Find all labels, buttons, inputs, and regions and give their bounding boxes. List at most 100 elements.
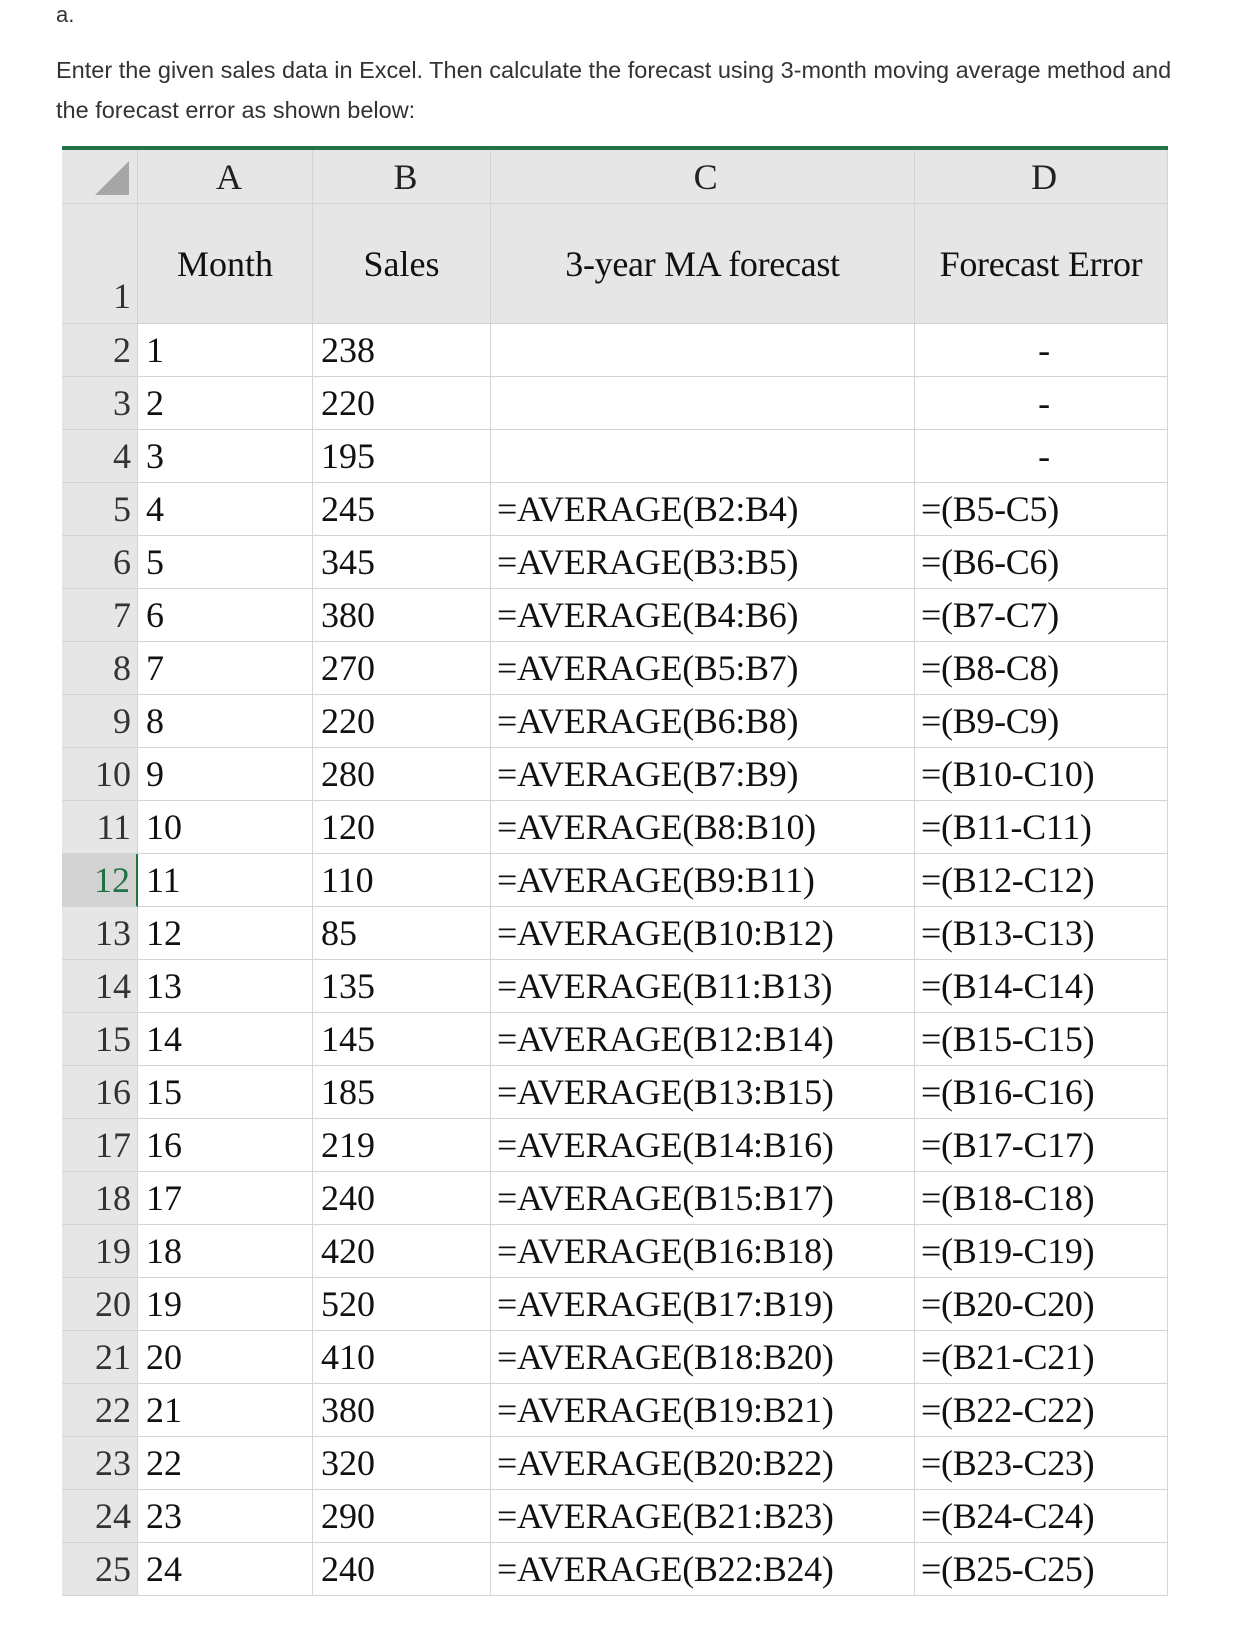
forecast-cell[interactable]: =AVERAGE(B17:B19)	[491, 1278, 915, 1331]
row-header[interactable]: 6	[62, 536, 138, 589]
forecast-cell[interactable]: =AVERAGE(B5:B7)	[491, 642, 915, 695]
sales-cell[interactable]: 290	[313, 1490, 491, 1543]
month-cell[interactable]: 1	[138, 324, 313, 377]
forecast-cell[interactable]: =AVERAGE(B14:B16)	[491, 1119, 915, 1172]
error-cell[interactable]: =(B14-C14)	[915, 960, 1168, 1013]
month-cell[interactable]: 2	[138, 377, 313, 430]
month-cell[interactable]: 17	[138, 1172, 313, 1225]
forecast-cell[interactable]	[491, 377, 915, 430]
month-cell[interactable]: 23	[138, 1490, 313, 1543]
month-cell[interactable]: 3	[138, 430, 313, 483]
sales-cell[interactable]: 270	[313, 642, 491, 695]
error-cell[interactable]: =(B22-C22)	[915, 1384, 1168, 1437]
error-cell[interactable]: =(B8-C8)	[915, 642, 1168, 695]
error-cell[interactable]: =(B15-C15)	[915, 1013, 1168, 1066]
row-header[interactable]: 22	[62, 1384, 138, 1437]
error-cell[interactable]: =(B23-C23)	[915, 1437, 1168, 1490]
row-header[interactable]: 21	[62, 1331, 138, 1384]
error-cell[interactable]: -	[915, 377, 1168, 430]
row-header[interactable]: 5	[62, 483, 138, 536]
row-header[interactable]: 9	[62, 695, 138, 748]
sales-cell[interactable]: 380	[313, 589, 491, 642]
error-cell[interactable]: =(B7-C7)	[915, 589, 1168, 642]
sales-cell[interactable]: 410	[313, 1331, 491, 1384]
row-header[interactable]: 18	[62, 1172, 138, 1225]
forecast-cell[interactable]: =AVERAGE(B10:B12)	[491, 907, 915, 960]
sales-cell[interactable]: 135	[313, 960, 491, 1013]
row-header[interactable]: 17	[62, 1119, 138, 1172]
month-cell[interactable]: 16	[138, 1119, 313, 1172]
row-header[interactable]: 14	[62, 960, 138, 1013]
sales-cell[interactable]: 220	[313, 377, 491, 430]
sales-cell[interactable]: 85	[313, 907, 491, 960]
forecast-cell[interactable]: =AVERAGE(B15:B17)	[491, 1172, 915, 1225]
error-cell[interactable]: =(B5-C5)	[915, 483, 1168, 536]
row-header[interactable]: 2	[62, 324, 138, 377]
error-cell[interactable]: =(B18-C18)	[915, 1172, 1168, 1225]
error-cell[interactable]: =(B10-C10)	[915, 748, 1168, 801]
sales-cell[interactable]: 520	[313, 1278, 491, 1331]
row-header[interactable]: 11	[62, 801, 138, 854]
forecast-cell[interactable]: =AVERAGE(B3:B5)	[491, 536, 915, 589]
row-header[interactable]: 7	[62, 589, 138, 642]
sales-cell[interactable]: 280	[313, 748, 491, 801]
select-all-corner[interactable]	[62, 150, 138, 204]
forecast-cell[interactable]	[491, 324, 915, 377]
error-cell[interactable]: =(B11-C11)	[915, 801, 1168, 854]
column-header-b[interactable]: B	[313, 150, 491, 204]
sales-cell[interactable]: 320	[313, 1437, 491, 1490]
column-header-d[interactable]: D	[915, 150, 1168, 204]
forecast-cell[interactable]: =AVERAGE(B22:B24)	[491, 1543, 915, 1596]
forecast-cell[interactable]: =AVERAGE(B18:B20)	[491, 1331, 915, 1384]
month-cell[interactable]: 21	[138, 1384, 313, 1437]
error-cell[interactable]: -	[915, 324, 1168, 377]
month-cell[interactable]: 9	[138, 748, 313, 801]
month-header-cell[interactable]: Month	[138, 204, 313, 324]
row-header[interactable]: 10	[62, 748, 138, 801]
sales-cell[interactable]: 240	[313, 1543, 491, 1596]
sales-cell[interactable]: 245	[313, 483, 491, 536]
month-cell[interactable]: 15	[138, 1066, 313, 1119]
row-header[interactable]: 15	[62, 1013, 138, 1066]
forecast-cell[interactable]: =AVERAGE(B4:B6)	[491, 589, 915, 642]
month-cell[interactable]: 8	[138, 695, 313, 748]
sales-cell[interactable]: 219	[313, 1119, 491, 1172]
month-cell[interactable]: 24	[138, 1543, 313, 1596]
sales-cell[interactable]: 420	[313, 1225, 491, 1278]
sales-cell[interactable]: 110	[313, 854, 491, 907]
forecast-cell[interactable]: =AVERAGE(B2:B4)	[491, 483, 915, 536]
row-header[interactable]: 16	[62, 1066, 138, 1119]
row-header[interactable]: 19	[62, 1225, 138, 1278]
forecast-cell[interactable]: =AVERAGE(B19:B21)	[491, 1384, 915, 1437]
forecast-cell[interactable]	[491, 430, 915, 483]
sales-cell[interactable]: 220	[313, 695, 491, 748]
error-cell[interactable]: =(B12-C12)	[915, 854, 1168, 907]
column-header-c[interactable]: C	[491, 150, 915, 204]
row-header[interactable]: 20	[62, 1278, 138, 1331]
row-header[interactable]: 4	[62, 430, 138, 483]
error-cell[interactable]: =(B16-C16)	[915, 1066, 1168, 1119]
row-header[interactable]: 3	[62, 377, 138, 430]
error-cell[interactable]: =(B19-C19)	[915, 1225, 1168, 1278]
month-cell[interactable]: 11	[138, 854, 313, 907]
error-cell[interactable]: =(B21-C21)	[915, 1331, 1168, 1384]
sales-cell[interactable]: 380	[313, 1384, 491, 1437]
month-cell[interactable]: 12	[138, 907, 313, 960]
month-cell[interactable]: 5	[138, 536, 313, 589]
sales-cell[interactable]: 145	[313, 1013, 491, 1066]
sales-cell[interactable]: 195	[313, 430, 491, 483]
forecast-cell[interactable]: =AVERAGE(B7:B9)	[491, 748, 915, 801]
forecast-header-cell[interactable]: 3-year MA forecast	[491, 204, 915, 324]
forecast-cell[interactable]: =AVERAGE(B12:B14)	[491, 1013, 915, 1066]
error-cell[interactable]: =(B6-C6)	[915, 536, 1168, 589]
month-cell[interactable]: 6	[138, 589, 313, 642]
sales-cell[interactable]: 240	[313, 1172, 491, 1225]
forecast-cell[interactable]: =AVERAGE(B9:B11)	[491, 854, 915, 907]
month-cell[interactable]: 13	[138, 960, 313, 1013]
forecast-cell[interactable]: =AVERAGE(B13:B15)	[491, 1066, 915, 1119]
forecast-cell[interactable]: =AVERAGE(B6:B8)	[491, 695, 915, 748]
forecast-cell[interactable]: =AVERAGE(B21:B23)	[491, 1490, 915, 1543]
month-cell[interactable]: 10	[138, 801, 313, 854]
row-header[interactable]: 23	[62, 1437, 138, 1490]
sales-cell[interactable]: 238	[313, 324, 491, 377]
